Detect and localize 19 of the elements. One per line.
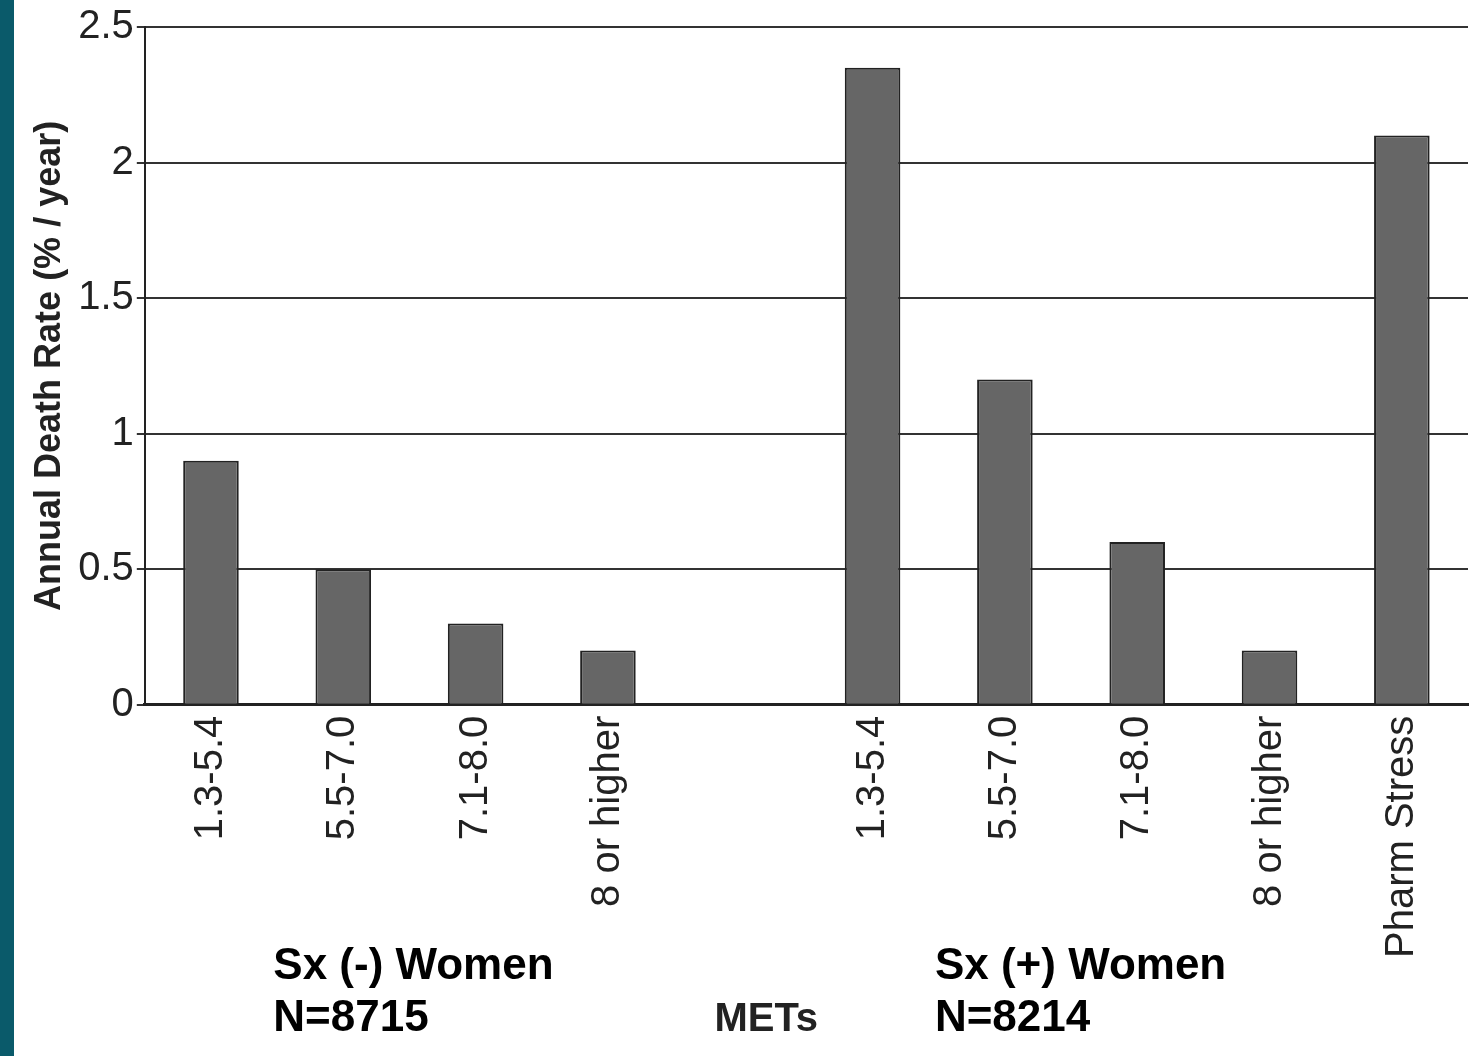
y-tick-label: 0 [111, 679, 134, 724]
y-tick-label: 2.5 [78, 2, 134, 47]
y-tick-label: 0.5 [78, 544, 134, 589]
x-tick-label: 5.5-7.0 [318, 715, 363, 841]
x-tick-label: 8 or higher [1244, 715, 1289, 907]
x-axis-title: METs [714, 995, 819, 1040]
text: Sx (+) Women N=8214 [934, 938, 1227, 1042]
x-tick-label: 1.3-5.4 [186, 715, 230, 841]
text: Sx (-) Women N=8715 [273, 938, 554, 1042]
y-tick-label: 2 [111, 137, 134, 182]
y-tick-label: 1.5 [78, 273, 134, 318]
x-tick-label: 8 or higher [582, 715, 627, 907]
y-axis-title: Annual Death Rate (% / year) [26, 120, 68, 611]
x-tick-label: Pharm Stress [1376, 715, 1421, 959]
x-tick-label: 7.1-8.0 [1112, 715, 1157, 841]
y-tick-label: 1 [111, 408, 134, 453]
x-tick-label: 5.5-7.0 [979, 715, 1024, 841]
x-tick-label: 7.1-8.0 [450, 715, 495, 841]
x-tick-label: 1.3-5.4 [847, 715, 892, 841]
